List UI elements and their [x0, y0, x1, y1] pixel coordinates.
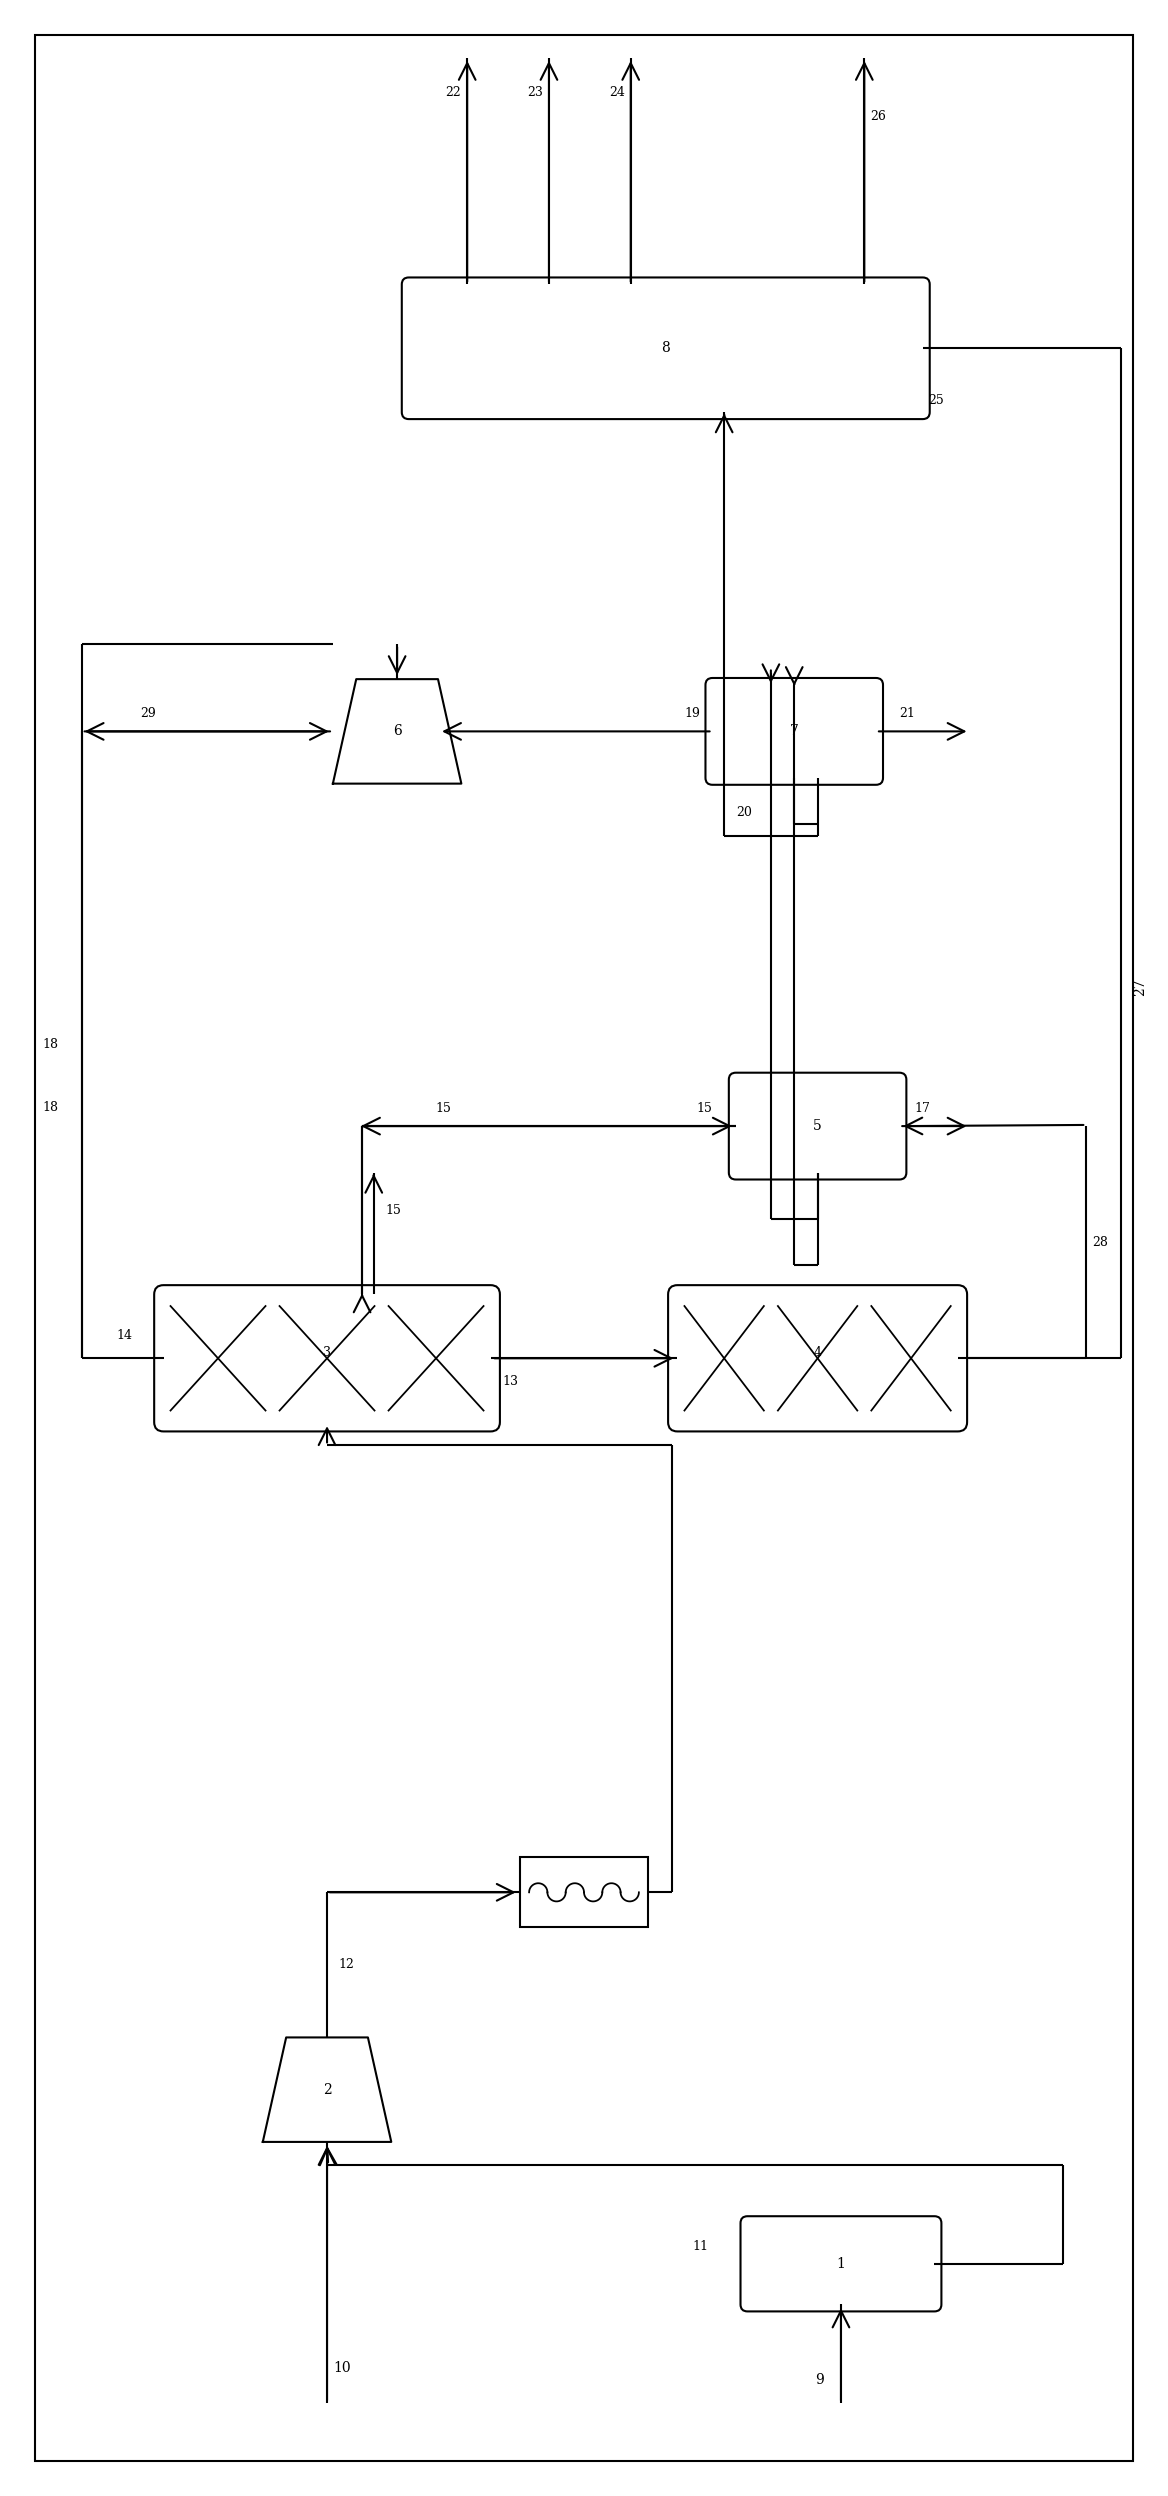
Text: 12: 12: [339, 1959, 355, 1972]
Text: 10: 10: [333, 2361, 350, 2376]
Text: 5: 5: [813, 1118, 822, 1133]
Text: 15: 15: [385, 1203, 402, 1216]
Text: 9: 9: [815, 2374, 823, 2386]
Text: 13: 13: [502, 1375, 519, 1388]
Text: 6: 6: [392, 724, 402, 739]
Text: 21: 21: [899, 706, 916, 721]
Text: 23: 23: [527, 87, 543, 100]
FancyBboxPatch shape: [668, 1285, 967, 1430]
Text: 22: 22: [446, 87, 461, 100]
FancyBboxPatch shape: [705, 679, 883, 784]
FancyBboxPatch shape: [741, 2216, 941, 2311]
Text: 15: 15: [696, 1103, 712, 1116]
Text: 24: 24: [609, 87, 625, 100]
Text: 4: 4: [814, 1345, 821, 1358]
Text: 2: 2: [322, 2082, 332, 2097]
Text: 25: 25: [929, 394, 944, 407]
Text: 3: 3: [324, 1345, 331, 1358]
Text: 11: 11: [693, 2239, 709, 2254]
Text: 28: 28: [1092, 1236, 1108, 1248]
FancyBboxPatch shape: [729, 1073, 906, 1181]
Text: 15: 15: [436, 1103, 452, 1116]
Text: 26: 26: [870, 110, 887, 122]
Text: 17: 17: [915, 1103, 931, 1116]
Bar: [520, 1857, 648, 1927]
Text: 1: 1: [836, 2256, 846, 2271]
Text: 18: 18: [42, 1038, 58, 1051]
FancyBboxPatch shape: [154, 1285, 500, 1430]
Text: 19: 19: [684, 706, 701, 721]
Text: 29: 29: [140, 706, 155, 721]
FancyBboxPatch shape: [402, 277, 930, 419]
Text: 14: 14: [117, 1328, 133, 1340]
Text: 7: 7: [790, 724, 799, 739]
Text: 18: 18: [42, 1101, 58, 1113]
Text: 27: 27: [1133, 978, 1147, 996]
Text: 8: 8: [661, 342, 670, 354]
Text: 20: 20: [736, 806, 752, 819]
